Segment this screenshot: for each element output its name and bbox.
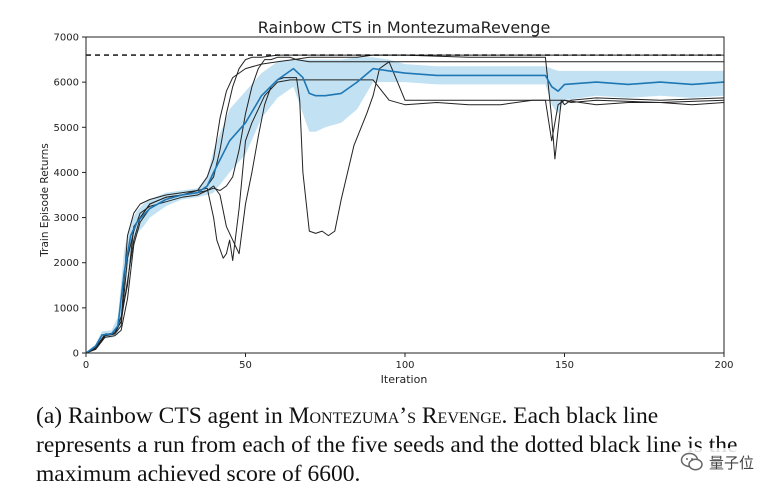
- y-tick-label: 7000: [54, 33, 79, 44]
- x-tick-label: 150: [555, 360, 574, 371]
- wechat-bubble-icon: [680, 452, 703, 471]
- chart-title: Rainbow CTS in MontezumaRevenge: [258, 18, 551, 37]
- figure-caption: (a) Rainbow CTS agent in Montezuma’s Rev…: [36, 403, 738, 487]
- y-tick-label: 1000: [54, 303, 79, 314]
- y-tick-label: 4000: [54, 168, 79, 179]
- x-tick-label: 100: [395, 360, 414, 371]
- y-tick-label: 3000: [54, 213, 79, 224]
- y-tick-label: 5000: [54, 123, 79, 134]
- x-tick-label: 0: [83, 360, 89, 371]
- run-line-5: [85, 79, 725, 354]
- x-tick-label: 200: [714, 360, 733, 371]
- run-line-4: [85, 61, 724, 354]
- mean-line: [85, 67, 725, 354]
- watermark-text: 量子位: [708, 453, 754, 472]
- watermark: 量子位: [675, 448, 758, 476]
- chart: Rainbow CTS in MontezumaRevenge Train Ep…: [39, 18, 734, 386]
- run-line-3: [85, 56, 725, 354]
- y-tick-label: 2000: [54, 258, 79, 269]
- confidence-band: [86, 57, 724, 354]
- x-tick-label: 50: [239, 360, 252, 371]
- x-axis-label: Iteration: [381, 373, 428, 386]
- y-tick-label: 6000: [54, 78, 79, 89]
- y-axis-label: Train Episode Returns: [39, 143, 51, 257]
- y-tick-label: 0: [73, 349, 79, 360]
